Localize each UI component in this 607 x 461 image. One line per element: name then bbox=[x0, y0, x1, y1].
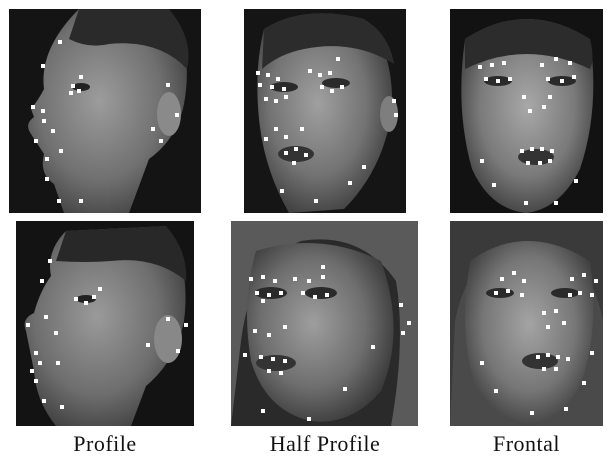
face-frontal-bottom bbox=[450, 221, 603, 426]
face-profile-top bbox=[9, 9, 201, 213]
caption-profile: Profile bbox=[73, 431, 137, 456]
face-profile-bottom bbox=[16, 221, 194, 426]
face-frontal-top-image bbox=[450, 9, 603, 213]
face-profile-bottom-image bbox=[16, 221, 194, 426]
face-profile-top-image bbox=[9, 9, 201, 213]
caption-half-profile: Half Profile bbox=[269, 431, 381, 456]
face-frontal-bottom-image bbox=[450, 221, 603, 426]
face-frontal-top bbox=[450, 9, 603, 213]
face-half-profile-top bbox=[244, 9, 406, 213]
face-half-profile-top-image bbox=[244, 9, 406, 213]
face-half-profile-bottom bbox=[231, 221, 418, 426]
face-half-profile-bottom-image bbox=[231, 221, 418, 426]
caption-frontal: Frontal bbox=[492, 431, 561, 456]
